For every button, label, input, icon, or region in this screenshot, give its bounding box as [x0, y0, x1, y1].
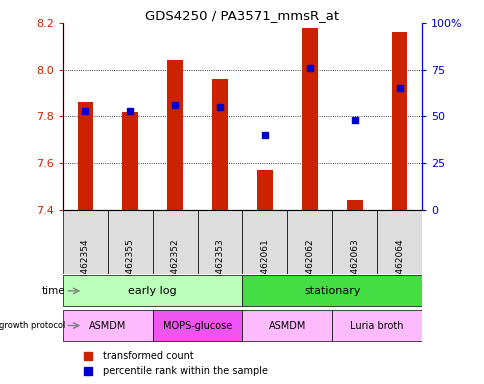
Bar	[332, 210, 376, 273]
Text: GSM462352: GSM462352	[170, 238, 180, 293]
Text: ASMDM: ASMDM	[89, 321, 126, 331]
Text: ASMDM: ASMDM	[268, 321, 305, 331]
Bar	[197, 210, 242, 273]
Text: GSM462353: GSM462353	[215, 238, 224, 293]
Bar	[167, 60, 182, 210]
Text: GSM462354: GSM462354	[81, 238, 90, 293]
Text: time: time	[42, 286, 65, 296]
Text: growth protocol: growth protocol	[0, 321, 65, 330]
Bar	[302, 28, 317, 210]
Bar	[391, 32, 407, 210]
Bar	[152, 210, 197, 273]
Bar	[332, 310, 421, 341]
Bar	[212, 79, 227, 210]
Text: MOPS-glucose: MOPS-glucose	[163, 321, 232, 331]
Bar	[287, 210, 332, 273]
Bar	[242, 275, 421, 306]
Text: GSM462355: GSM462355	[125, 238, 135, 293]
Text: GSM462062: GSM462062	[304, 238, 314, 293]
Text: GSM462061: GSM462061	[260, 238, 269, 293]
Bar	[242, 210, 287, 273]
Bar	[107, 210, 152, 273]
Text: early log: early log	[128, 286, 177, 296]
Bar	[152, 310, 242, 341]
Text: percentile rank within the sample: percentile rank within the sample	[102, 366, 267, 376]
Bar	[63, 275, 242, 306]
Bar	[376, 210, 421, 273]
Text: stationary: stationary	[303, 286, 360, 296]
Title: GDS4250 / PA3571_mmsR_at: GDS4250 / PA3571_mmsR_at	[145, 9, 339, 22]
Text: GSM462064: GSM462064	[394, 238, 403, 293]
Bar	[122, 112, 138, 210]
Text: Luria broth: Luria broth	[349, 321, 403, 331]
Bar	[63, 310, 152, 341]
Bar	[63, 210, 107, 273]
Bar	[77, 102, 93, 210]
Bar	[257, 170, 272, 210]
Text: transformed count: transformed count	[102, 351, 193, 361]
Bar	[242, 310, 332, 341]
Text: GSM462063: GSM462063	[349, 238, 359, 293]
Bar	[346, 200, 362, 210]
